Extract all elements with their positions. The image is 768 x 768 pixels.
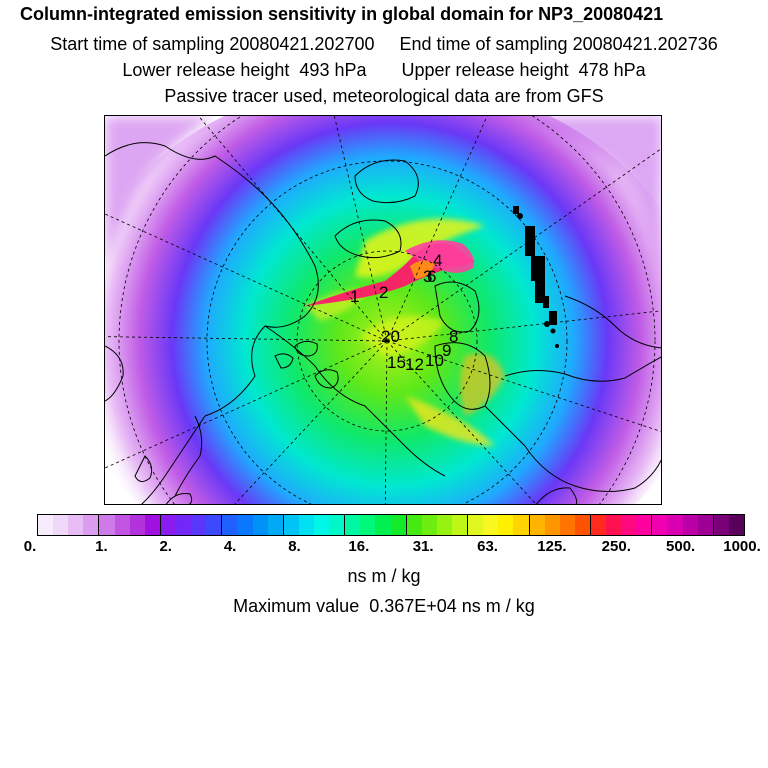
colorbar-segment: [728, 515, 745, 535]
colorbar-tick-labels: 0. 1. 2. 4. 8. 16. 31. 63. 125. 250. 500. 1000.: [0, 538, 768, 558]
colorbar-segment: [667, 515, 683, 535]
colorbar-segment: [313, 515, 330, 535]
colorbar-segment: [375, 515, 391, 535]
colorbar-segment: [283, 515, 299, 535]
colorbar-segment: [544, 515, 560, 535]
release-label: 6: [427, 267, 436, 286]
graticule: [105, 116, 661, 504]
coastlines: [105, 142, 661, 504]
plot-title: Column-integrated emission sensitivity i…: [20, 4, 664, 24]
colorbar-tick-label: 500.: [666, 538, 696, 555]
release-label: 15: [387, 353, 406, 372]
release-label: 20: [381, 327, 400, 346]
colorbar-segment: [129, 515, 145, 535]
colorbar-segment: [345, 515, 361, 535]
sampling-time-line: Start time of sampling 20080421.202700 E…: [50, 34, 718, 54]
colorbar-segment: [529, 515, 545, 535]
colorbar-segment: [713, 515, 729, 535]
colorbar-segment: [636, 515, 653, 535]
colorbar-segment: [206, 515, 223, 535]
colorbar-segment: [451, 515, 469, 535]
colorbar-segment: [652, 515, 668, 535]
tracer-info-line: Passive tracer used, meteorological data…: [164, 86, 604, 106]
colorbar-segment: [83, 515, 100, 535]
colorbar-tick-label: 63.: [477, 538, 498, 555]
colorbar-segment: [222, 515, 238, 535]
colorbar-segment: [590, 515, 607, 535]
release-label: 4: [433, 251, 442, 270]
colorbar-segment: [421, 515, 437, 535]
colorbar-segment: [574, 515, 591, 535]
colorbar-segment: [513, 515, 530, 535]
colorbar-tick-label: 2.: [159, 538, 172, 555]
colorbar-tick-label: 250.: [601, 538, 631, 555]
colorbar-segment: [621, 515, 637, 535]
colorbar-segment: [38, 515, 54, 535]
colorbar-segment: [406, 515, 422, 535]
outer-fringe-region: [105, 116, 215, 266]
colorbar-segment: [468, 515, 484, 535]
release-label: 2: [379, 283, 388, 302]
colorbar-segment: [436, 515, 452, 535]
map-panel: 1 2 3 4 6 20 8 9 10 12 15: [104, 115, 662, 505]
colorbar-segment: [606, 515, 622, 535]
release-label: 12: [405, 355, 424, 374]
colorbar-segment: [160, 515, 176, 535]
colorbar-units: ns m / kg: [347, 566, 421, 586]
colorbar-segment: [114, 515, 130, 535]
colorbar-segment: [53, 515, 69, 535]
colorbar-segment: [329, 515, 346, 535]
colorbar-segment: [298, 515, 314, 535]
colorbar-segment: [237, 515, 253, 535]
release-label: 8: [449, 327, 458, 346]
release-label: 9: [442, 341, 451, 360]
release-label: 1: [350, 287, 359, 306]
colorbar-tick-label: 1000.: [723, 538, 761, 555]
colorbar-segment: [68, 515, 84, 535]
colorbar-segment: [390, 515, 407, 535]
sensitivity-field: [105, 116, 661, 504]
emission-sensitivity-map: 1 2 3 4 6 20 8 9 10 12 15: [105, 116, 661, 504]
colorbar-segment: [559, 515, 575, 535]
colorbar-segment: [99, 515, 115, 535]
colorbar-segment: [252, 515, 268, 535]
release-height-line: Lower release height 493 hPa Upper relea…: [122, 60, 646, 80]
colorbar-segment: [175, 515, 192, 535]
release-label: 3: [423, 267, 432, 286]
colorbar: [37, 514, 745, 536]
maximum-value: Maximum value 0.367E+04 ns m / kg: [233, 596, 535, 616]
colorbar-segment: [483, 515, 499, 535]
colorbar-segment: [267, 515, 284, 535]
colorbar-segment: [682, 515, 698, 535]
colorbar-segment: [697, 515, 714, 535]
colorbar-segment: [191, 515, 207, 535]
colorbar-tick-label: 31.: [412, 538, 434, 555]
colorbar-tick-label: 8.: [288, 538, 301, 555]
colorbar-segment: [498, 515, 514, 535]
release-label: 10: [425, 351, 444, 370]
colorbar-tick-label: 16.: [348, 538, 370, 555]
release-labels: 1 2 3 4 6 20 8 9 10 12 15: [350, 251, 458, 374]
colorbar-tick-label: 125.: [537, 538, 567, 555]
colorbar-tick-label: 0.: [23, 538, 37, 555]
outer-fringe-region: [465, 116, 661, 316]
colorbar-segment: [144, 515, 161, 535]
colorbar-tick-label: 1.: [95, 538, 108, 555]
colorbar-tick-label: 4.: [223, 538, 237, 555]
colorbar-segment: [360, 515, 376, 535]
